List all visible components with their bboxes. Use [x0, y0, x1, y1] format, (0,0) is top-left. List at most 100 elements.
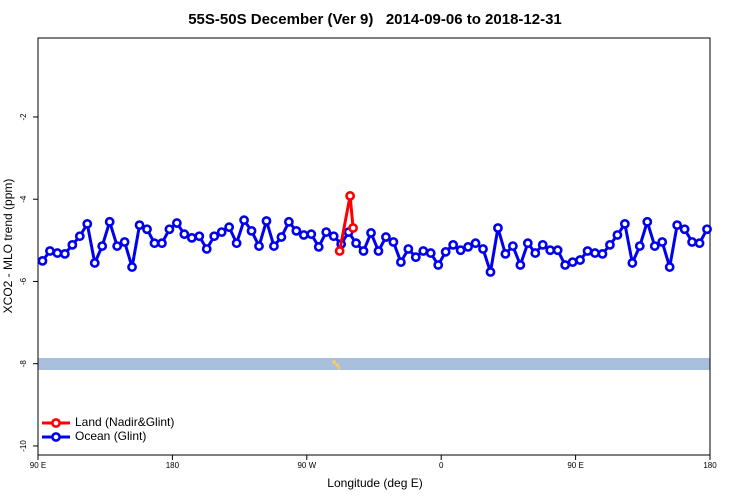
data-point	[560, 260, 571, 270]
data-point	[358, 246, 369, 256]
legend-marker	[51, 432, 61, 442]
data-point	[104, 216, 115, 227]
data-point	[657, 237, 668, 247]
data-point	[612, 230, 623, 240]
x-tick-label: 90 E	[567, 461, 583, 470]
data-point	[201, 244, 212, 254]
data-point	[493, 223, 503, 233]
data-point	[246, 225, 257, 236]
data-point	[45, 246, 55, 256]
data-point	[694, 238, 705, 249]
y-axis-label: XCO2 - MLO trend (ppm)	[1, 179, 15, 314]
data-point	[634, 241, 645, 251]
data-point	[224, 222, 235, 233]
surface-band	[38, 358, 710, 370]
data-point	[283, 216, 294, 227]
surface-dot	[337, 366, 341, 370]
data-point	[478, 244, 488, 254]
data-point	[418, 246, 429, 256]
data-point	[334, 246, 345, 256]
data-point	[440, 246, 451, 257]
y-tick-label: -8	[19, 360, 28, 368]
data-point	[142, 224, 152, 235]
data-point	[507, 241, 518, 251]
data-point	[89, 258, 100, 268]
data-point	[157, 238, 167, 249]
x-tick-label: 180	[703, 461, 717, 470]
data-point	[470, 238, 481, 249]
y-tick-label: -2	[19, 113, 28, 121]
data-point	[291, 225, 302, 236]
data-point	[649, 241, 660, 251]
data-point	[627, 258, 638, 268]
data-point	[597, 249, 608, 259]
data-point	[216, 227, 227, 238]
x-tick-label: 0	[439, 461, 444, 470]
data-point	[298, 230, 309, 240]
data-point	[59, 249, 70, 259]
data-point	[112, 241, 123, 251]
data-point	[455, 245, 466, 256]
data-point	[619, 218, 630, 229]
x-tick-label: 90 E	[30, 461, 46, 470]
legend-label: Ocean (Glint)	[75, 429, 146, 443]
data-point	[269, 241, 279, 251]
surface-dot	[335, 363, 339, 367]
data-point	[171, 218, 182, 228]
data-point	[313, 242, 324, 252]
legend-marker	[51, 418, 61, 428]
data-point	[463, 242, 473, 252]
data-point	[664, 262, 675, 272]
x-tick-label: 90 W	[297, 461, 316, 470]
data-point	[679, 224, 690, 235]
data-point	[186, 232, 197, 243]
data-point	[179, 229, 190, 240]
data-point	[485, 267, 496, 277]
data-point	[149, 238, 160, 249]
data-point	[388, 237, 399, 247]
data-point	[395, 257, 406, 268]
chart-title: 55S-50S December (Ver 9) 2014-09-06 to 2…	[188, 11, 562, 28]
data-point	[74, 231, 85, 242]
data-point	[345, 191, 356, 201]
data-point	[642, 216, 653, 227]
data-point	[97, 241, 108, 251]
data-point	[37, 255, 48, 266]
data-point	[537, 239, 548, 250]
data-point	[410, 252, 421, 263]
data-point	[672, 220, 683, 231]
data-point	[582, 246, 593, 256]
data-point	[348, 223, 358, 233]
data-point	[67, 239, 78, 250]
data-point	[351, 238, 361, 249]
data-point	[403, 244, 414, 254]
data-point	[276, 232, 287, 242]
x-axis-label: Longitude (deg E)	[327, 476, 422, 490]
data-point	[366, 228, 376, 238]
y-tick-label: -6	[19, 277, 28, 285]
data-point	[194, 231, 205, 242]
data-point	[575, 255, 585, 265]
data-point	[515, 260, 526, 270]
data-point	[164, 224, 175, 235]
data-point	[433, 260, 444, 270]
data-point	[82, 218, 93, 229]
data-point	[567, 257, 578, 268]
data-point	[306, 229, 317, 240]
data-point	[590, 248, 600, 258]
data-point	[231, 238, 242, 249]
data-point	[702, 224, 712, 235]
data-point	[522, 238, 533, 249]
x-tick-label: 180	[166, 461, 180, 470]
y-tick-label: -10	[19, 440, 28, 452]
data-point	[687, 237, 697, 247]
data-point	[119, 237, 130, 247]
data-point	[134, 220, 145, 231]
data-point	[261, 216, 272, 226]
data-point	[530, 248, 541, 258]
data-point	[52, 248, 63, 258]
data-point	[552, 245, 563, 256]
data-point	[500, 249, 511, 259]
y-tick-label: -4	[19, 195, 28, 203]
